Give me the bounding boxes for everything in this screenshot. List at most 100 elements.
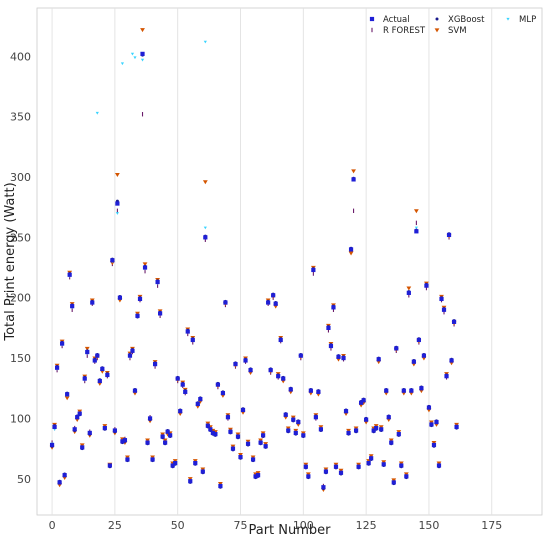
svm-point [202,180,208,185]
actual-point [454,424,459,429]
y-tick-label: 100 [10,412,31,425]
svm-point [413,209,419,214]
actual-point [170,463,175,468]
actual-point [326,325,331,330]
actual-point [165,429,170,434]
actual-point [331,305,336,310]
y-tick-label: 300 [10,171,31,184]
svm-point [84,346,90,351]
legend-marker-actual [369,16,375,22]
legend: Actual XGBoost MLP R FOREST SVM [369,15,536,36]
actual-point [190,337,195,343]
actual-point [268,368,273,373]
mlp-point [115,212,119,215]
svm-point [348,251,354,256]
actual-point [163,440,168,445]
actual-point [147,416,153,421]
actual-point [235,434,241,439]
actual-point [155,279,160,285]
actual-point [215,382,220,387]
actual-point [401,388,406,393]
mlp-point [95,111,99,115]
actual-point [381,462,386,467]
actual-point [364,417,369,422]
actual-point [336,354,341,359]
actual-point [107,463,112,468]
actual-point [258,440,263,445]
actual-point [130,348,135,353]
actual-point [399,463,404,468]
actual-point [439,296,444,302]
actual-point [95,353,100,358]
actual-point [379,427,384,432]
actual-point [97,378,102,384]
actual-point [303,464,308,469]
actual-point [253,474,258,479]
actual-point [419,386,424,391]
mlp-point [130,52,135,56]
actual-point [406,290,411,295]
actual-point [281,376,286,381]
actual-point [175,376,180,381]
actual-point [112,428,117,433]
x-tick-label: 25 [108,519,122,532]
actual-point [366,460,371,466]
actual-point [208,427,213,432]
actual-point [185,329,190,334]
y-tick-label: 150 [10,352,31,365]
actual-point [62,473,67,478]
actual-point [198,397,203,402]
x-tick-label: 175 [481,519,502,532]
actual-point [92,358,97,363]
actual-point [102,425,107,431]
actual-point [54,365,60,370]
actual-point [333,464,339,469]
svm-point [406,286,412,291]
actual-point [168,433,173,438]
mlp-point [203,226,207,230]
actual-point [261,433,266,438]
actual-point [220,390,226,396]
actual-point [414,229,419,234]
actual-point [353,428,359,433]
actual-point [105,372,110,378]
actual-point [449,358,454,363]
actual-point [286,428,291,433]
actual-point [120,439,125,444]
actual-point [291,417,296,422]
actual-point [160,434,165,439]
actual-point [145,440,150,445]
actual-point [323,469,329,474]
actual-point [117,295,123,300]
x-tick-label: 150 [418,519,439,532]
actual-point [434,419,439,425]
actual-point [374,425,379,431]
actual-point [308,388,313,393]
y-tick-label: 350 [10,111,31,124]
mlp-point [140,58,145,62]
y-tick-label: 250 [10,231,31,244]
legend-label-xgboost: XGBoost [448,15,485,25]
actual-point [421,353,427,358]
actual-point [394,346,399,351]
tick-labels: 0 25 50 75 100 125 150 175 50 100 150 200 250 300 350 4… [10,50,502,532]
x-tick-label: 50 [171,519,185,532]
actual-point [238,454,243,460]
actual-point [255,473,261,478]
actual-point [391,480,396,485]
actual-point [137,296,143,302]
actual-point [87,430,92,436]
actual-point [451,319,457,324]
mlp-point [133,56,137,60]
actual-point [396,432,401,437]
actual-point [328,343,334,349]
actual-point [110,258,115,263]
actual-point [52,424,57,429]
actual-point [283,412,288,417]
actual-point [311,267,316,273]
actual-point [341,355,346,361]
actual-point [266,300,271,305]
actual-point [132,388,138,393]
actual-point [250,457,256,462]
